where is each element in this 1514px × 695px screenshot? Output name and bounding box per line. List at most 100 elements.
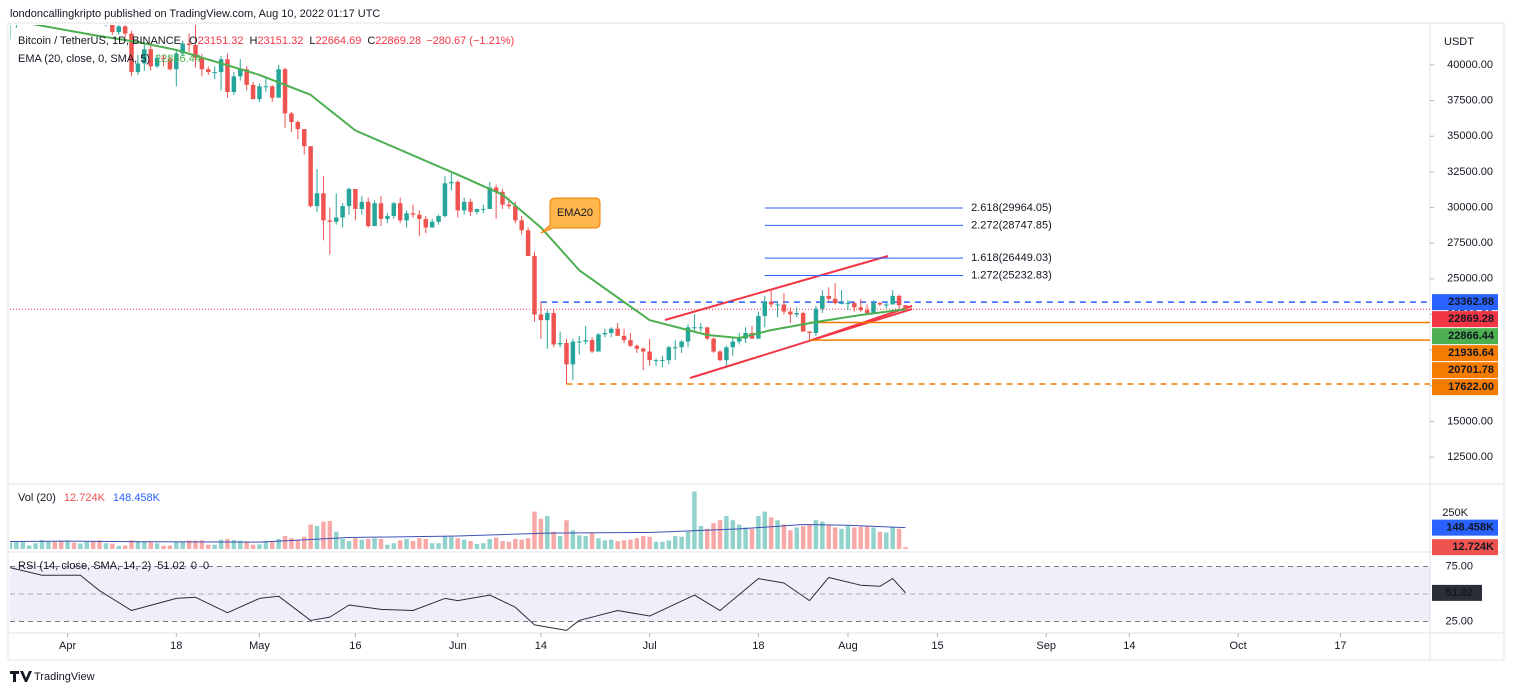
volume-bar bbox=[359, 539, 365, 549]
volume-bar bbox=[212, 544, 217, 549]
volume-bar bbox=[506, 541, 512, 549]
candle-body bbox=[186, 43, 192, 45]
volume-bar bbox=[301, 536, 307, 549]
candle-body bbox=[321, 193, 326, 221]
candle-body bbox=[346, 188, 352, 207]
candle-body bbox=[250, 84, 256, 100]
volume-bar bbox=[346, 541, 352, 549]
fib-label: 2.272(28747.85) bbox=[971, 219, 1052, 231]
candle-body bbox=[493, 187, 499, 192]
volume-bar bbox=[532, 511, 537, 549]
candle-body bbox=[641, 348, 646, 352]
volume-bar bbox=[666, 540, 672, 549]
volume-bar bbox=[122, 545, 128, 549]
volume-bar bbox=[461, 539, 467, 549]
candle-body bbox=[583, 340, 588, 342]
candle-body bbox=[270, 86, 275, 98]
candle-body bbox=[429, 221, 435, 228]
x-tick-label: 18 bbox=[170, 640, 182, 652]
candle-body bbox=[174, 53, 179, 70]
volume-bar bbox=[672, 536, 678, 549]
y-tick-label: 37500.00 bbox=[1447, 94, 1493, 106]
volume-bar bbox=[33, 543, 38, 549]
candle-body bbox=[545, 313, 550, 321]
candle-body bbox=[135, 63, 141, 73]
volume-bar bbox=[756, 515, 761, 549]
candle-body bbox=[602, 332, 608, 335]
candle-body bbox=[116, 26, 121, 33]
candle-body bbox=[513, 206, 518, 221]
volume-label: Vol (20) bbox=[18, 492, 56, 504]
volume-bar bbox=[308, 524, 313, 549]
volume-bar bbox=[570, 530, 576, 549]
candle-body bbox=[852, 303, 857, 308]
fib-label: 1.618(26449.03) bbox=[971, 252, 1052, 264]
volume-bar bbox=[26, 545, 32, 549]
candle-body bbox=[775, 304, 780, 306]
x-tick-label: 15 bbox=[931, 640, 943, 652]
x-tick-label: 16 bbox=[349, 640, 361, 652]
frame bbox=[7, 22, 1505, 661]
candle-body bbox=[455, 181, 460, 211]
volume-bar bbox=[449, 536, 454, 549]
price-pane: 2.618(29964.05) 2.272(28747.85) 1.618(2644… bbox=[10, 0, 1430, 385]
volume-bar bbox=[20, 542, 26, 549]
candle-body bbox=[647, 351, 652, 361]
rsi-box bbox=[1432, 584, 1482, 601]
volume-pane bbox=[10, 491, 908, 549]
candle-body bbox=[289, 113, 294, 122]
volume-bar bbox=[852, 527, 857, 549]
candle-body bbox=[890, 295, 895, 305]
volume-bar bbox=[775, 520, 780, 549]
candle-body bbox=[461, 201, 467, 211]
unit: USDT bbox=[1444, 36, 1474, 48]
volume-bar bbox=[641, 536, 646, 549]
candle-body bbox=[161, 57, 166, 60]
price-box-label: 22866.44 bbox=[1448, 330, 1495, 342]
volume-bar bbox=[321, 521, 326, 549]
volume-bar bbox=[679, 536, 684, 549]
volume-bar bbox=[39, 540, 45, 549]
volume-bar bbox=[186, 540, 192, 549]
volume-bar bbox=[97, 540, 102, 549]
candle-body bbox=[33, 0, 37, 1]
candle-body bbox=[110, 25, 115, 33]
price-box bbox=[1432, 294, 1498, 311]
candle-body bbox=[449, 181, 454, 184]
candle-body bbox=[340, 206, 345, 218]
candle-body bbox=[423, 218, 429, 228]
volume-bar bbox=[698, 525, 704, 549]
volume-bar bbox=[103, 543, 109, 549]
volume-bar bbox=[257, 544, 262, 549]
volume-ma-value: 148.458K bbox=[113, 492, 161, 504]
candle-body bbox=[717, 351, 723, 361]
y-tick-label: 40000.00 bbox=[1447, 59, 1493, 71]
candle-body bbox=[404, 213, 409, 221]
candle-body bbox=[570, 341, 576, 365]
candle-body bbox=[615, 328, 620, 336]
volume-bar bbox=[244, 541, 249, 549]
volume-bar bbox=[231, 540, 237, 549]
volume-bar bbox=[864, 525, 870, 549]
volume-bar bbox=[519, 539, 524, 549]
volume-bar bbox=[142, 541, 147, 549]
rsi-line bbox=[10, 567, 906, 631]
volume-bar bbox=[295, 540, 301, 549]
volume-bar bbox=[749, 528, 755, 549]
candle-body bbox=[148, 49, 153, 67]
candle-body bbox=[257, 86, 262, 100]
volume-bar bbox=[896, 528, 902, 549]
volume-bar bbox=[71, 542, 77, 549]
volume-bar bbox=[832, 527, 838, 549]
volume-bar bbox=[628, 539, 633, 549]
candle-body bbox=[884, 304, 889, 306]
candle-body bbox=[519, 220, 524, 231]
volume-bar bbox=[781, 524, 787, 549]
candle-body bbox=[21, 1, 25, 8]
volume-bar bbox=[474, 543, 480, 549]
candle-body bbox=[609, 328, 614, 333]
candle-body bbox=[308, 146, 313, 207]
candle-body bbox=[628, 340, 633, 346]
volume-bar bbox=[884, 532, 889, 549]
volume-box bbox=[1432, 539, 1498, 556]
